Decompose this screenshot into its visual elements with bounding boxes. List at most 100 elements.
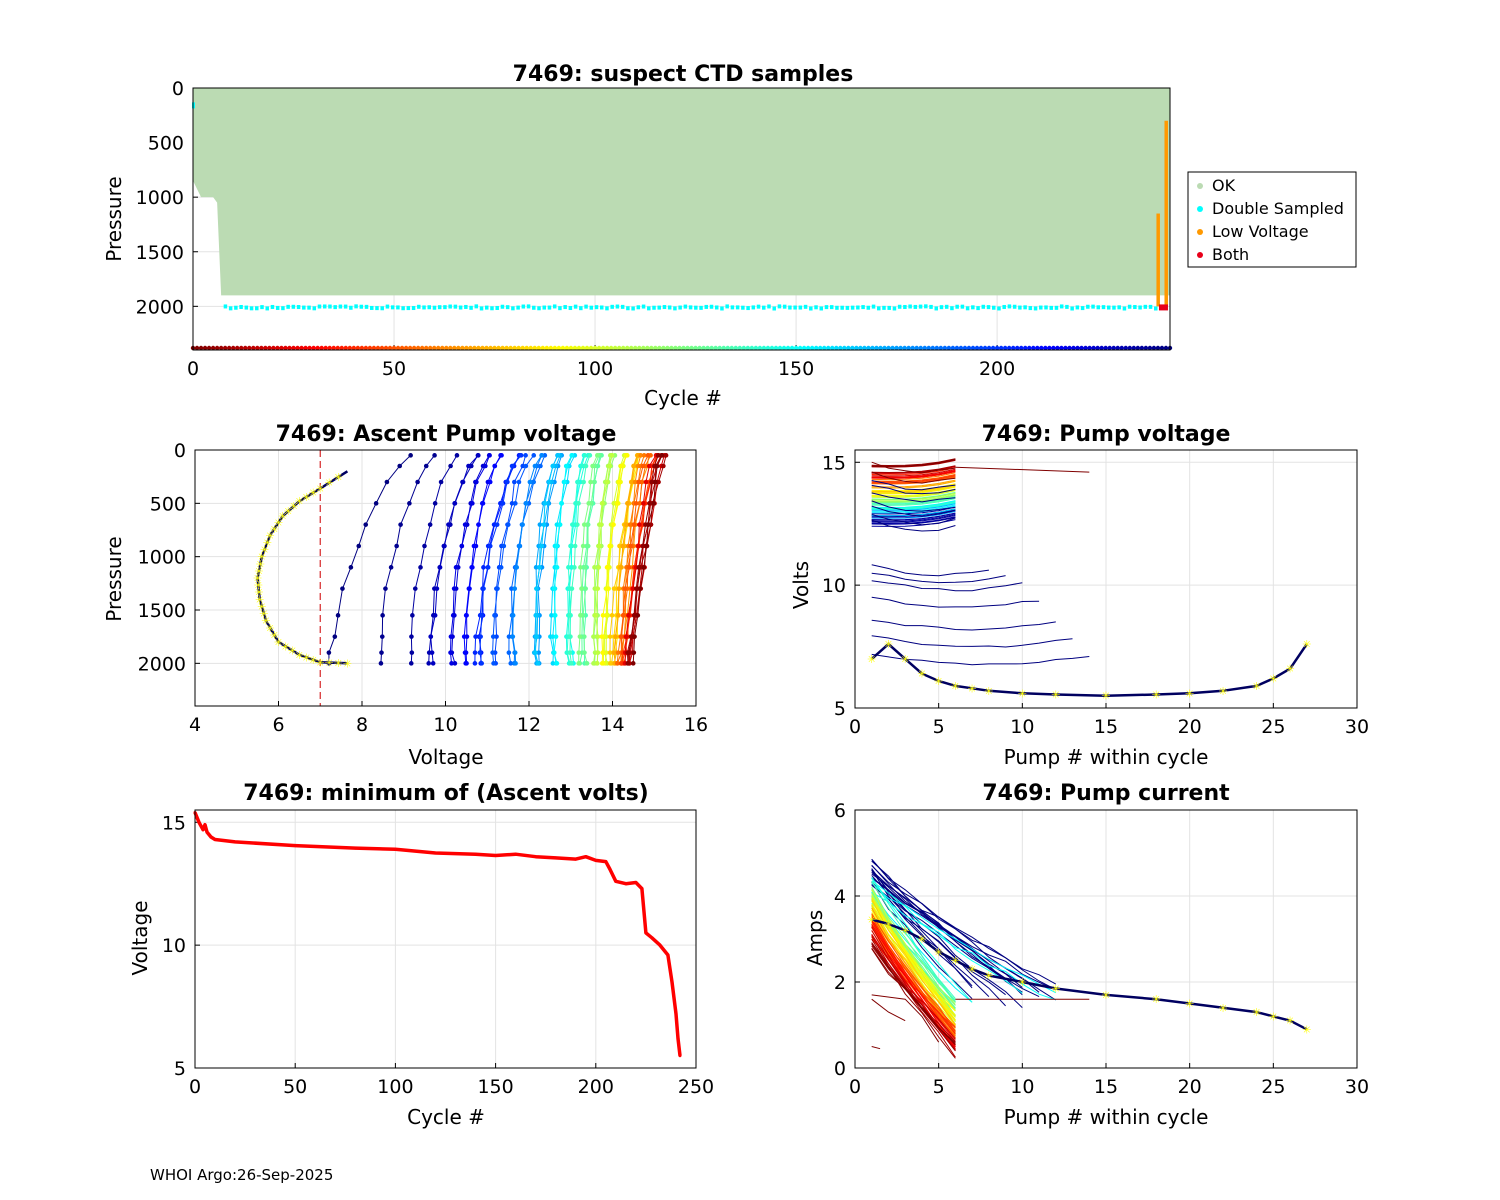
cycle-color-dot [311, 345, 316, 351]
pump-current-line [871, 924, 956, 1048]
ascent-profile-line [474, 455, 521, 664]
double-sampled-point [866, 305, 871, 310]
cycle-color-dot [878, 345, 883, 351]
min-voltage-point [393, 847, 397, 851]
ascent-profile-point [513, 661, 518, 666]
cycle-color-dot [512, 345, 517, 351]
ascent-profile-point [554, 522, 560, 527]
cycle-color-dot [1063, 345, 1068, 351]
pump-current-line [871, 877, 973, 1003]
x-tick-label: 150 [477, 1076, 513, 1098]
cycle-color-dot [874, 345, 879, 351]
ascent-profile-line [595, 455, 613, 664]
double-sampled-point [568, 306, 573, 311]
ascent-profile-point [623, 634, 629, 639]
double-sampled-point [328, 304, 332, 309]
last-cycle-star: ✳ [984, 685, 993, 698]
ascent-profile-point [628, 543, 633, 549]
last-profile-star: ✳ [255, 593, 264, 606]
ascent-profile-point [627, 522, 633, 527]
ascent-profile-point [579, 463, 585, 469]
ascent-profile-point [630, 586, 636, 591]
double-sampled-point [448, 304, 452, 309]
double-sampled-point [500, 304, 505, 309]
cycle-color-dot [596, 345, 602, 351]
ascent-profile-point [476, 453, 481, 458]
pump-voltage-line [871, 467, 956, 476]
pump-voltage-line [871, 475, 956, 483]
cycle-color-dot [564, 345, 570, 351]
ascent-profile-point [600, 613, 606, 618]
pump-voltage-line [871, 505, 956, 517]
ascent-profile-point [594, 453, 600, 458]
ascent-profile-point [452, 501, 458, 506]
last-profile-star: ✳ [325, 657, 334, 670]
cycle-color-dot [978, 345, 984, 351]
pump-voltage-line [871, 471, 956, 484]
ascent-profile-point [394, 543, 399, 549]
cycle-color-dot [721, 345, 726, 351]
cycle-color-dot [604, 345, 610, 351]
double-sampled-point [662, 305, 667, 310]
ascent-profile-point [553, 463, 559, 469]
last-cycle-star: ✳ [968, 963, 977, 976]
x-tick-label: 25 [1261, 716, 1285, 738]
last-profile-star: ✳ [309, 654, 318, 667]
min-voltage-point [433, 851, 437, 855]
double-sampled-point [532, 305, 536, 310]
ascent-profile-point [590, 463, 595, 469]
double-sampled-point [1033, 306, 1038, 311]
min-voltage-point [644, 931, 648, 935]
ascent-profile-point [550, 661, 556, 666]
double-sampled-point [908, 304, 912, 309]
double-sampled-point [312, 306, 317, 311]
ascent-profile-line [410, 455, 458, 664]
pump-voltage-line [871, 512, 956, 521]
cycle-color-dot [745, 345, 751, 351]
ascent-profile-line [632, 455, 663, 664]
ascent-profile-point [578, 565, 583, 570]
double-sampled-point [636, 305, 641, 310]
double-sampled-point [296, 305, 301, 310]
cycle-color-dot [1151, 345, 1157, 351]
ascent-profile-point [509, 463, 515, 469]
double-sampled-point [558, 306, 562, 311]
pump-voltage-line [871, 484, 956, 493]
cycle-color-dot [1019, 345, 1024, 351]
double-sampled-point [605, 306, 609, 311]
ascent-profile-line [533, 455, 558, 664]
ascent-profile-point [326, 650, 332, 655]
cycle-color-dot [838, 345, 843, 351]
double-sampled-point [584, 304, 588, 309]
ascent-profile-point [407, 501, 412, 506]
ascent-profile-point [609, 453, 615, 458]
cycle-color-dot [291, 345, 296, 351]
ascent-profile-point [494, 634, 499, 639]
cycle-color-dot [866, 345, 871, 351]
ascent-profile-point [576, 501, 581, 506]
ascent-profile-point [335, 613, 341, 618]
ascent-profile-point [512, 650, 518, 655]
double-sampled-point [1028, 306, 1033, 311]
y-tick-label: 1000 [138, 547, 186, 569]
ascent-profile-point [595, 463, 601, 469]
ascent-profile-point [485, 565, 491, 570]
cycle-color-dot [705, 345, 710, 351]
ascent-profile-point [646, 463, 652, 469]
cycle-color-dot [1095, 345, 1100, 351]
last-cycle-star: ✳ [901, 653, 910, 666]
last-cycle-star: ✳ [1219, 685, 1228, 698]
y-tick-label: 15 [162, 812, 186, 834]
pump-voltage-line [871, 502, 956, 510]
cycle-color-dot [548, 345, 554, 351]
cycle-color-dot [287, 345, 292, 351]
cycle-color-dot [922, 345, 927, 351]
ascent-profile-line [553, 455, 573, 664]
legend-marker-ok [1197, 183, 1203, 189]
last-cycle-star: ✳ [1185, 687, 1194, 700]
ascent-profile-point [463, 661, 468, 666]
min-voltage-point [213, 837, 217, 841]
ascent-pump-voltage-chart: 7469: Ascent Pump voltage 4 6 8 10 12 14 16 0 50… [102, 422, 708, 769]
double-sampled-point [1086, 304, 1090, 309]
double-sampled-point [1059, 304, 1064, 309]
